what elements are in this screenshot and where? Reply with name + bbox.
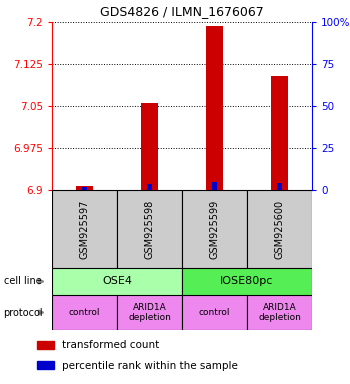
Bar — [117, 295, 182, 330]
Text: control: control — [199, 308, 230, 317]
Text: percentile rank within the sample: percentile rank within the sample — [62, 361, 238, 371]
Bar — [182, 190, 247, 268]
Bar — [271, 76, 288, 190]
Text: ARID1A
depletion: ARID1A depletion — [258, 303, 301, 322]
Bar — [206, 26, 223, 190]
Bar — [147, 184, 152, 190]
Text: ARID1A
depletion: ARID1A depletion — [128, 303, 171, 322]
Bar — [247, 295, 312, 330]
Bar — [37, 341, 54, 349]
Text: cell line: cell line — [4, 276, 41, 286]
Bar — [52, 268, 182, 295]
Text: GSM925600: GSM925600 — [274, 199, 285, 258]
Bar — [182, 295, 247, 330]
Text: GSM925598: GSM925598 — [145, 199, 154, 259]
Text: GSM925599: GSM925599 — [210, 199, 219, 259]
Bar — [52, 190, 117, 268]
Bar — [82, 187, 87, 190]
Bar — [212, 182, 217, 190]
Bar — [141, 103, 158, 190]
Text: control: control — [69, 308, 100, 317]
Text: GSM925597: GSM925597 — [79, 199, 90, 259]
Text: transformed count: transformed count — [62, 341, 160, 351]
Text: IOSE80pc: IOSE80pc — [220, 276, 274, 286]
Bar — [277, 183, 282, 190]
Bar — [182, 268, 312, 295]
Bar — [76, 186, 93, 190]
Text: OSE4: OSE4 — [102, 276, 132, 286]
Bar — [117, 190, 182, 268]
Title: GDS4826 / ILMN_1676067: GDS4826 / ILMN_1676067 — [100, 5, 264, 18]
Bar — [52, 295, 117, 330]
Bar — [247, 190, 312, 268]
Text: protocol: protocol — [4, 308, 43, 318]
Bar — [37, 361, 54, 369]
